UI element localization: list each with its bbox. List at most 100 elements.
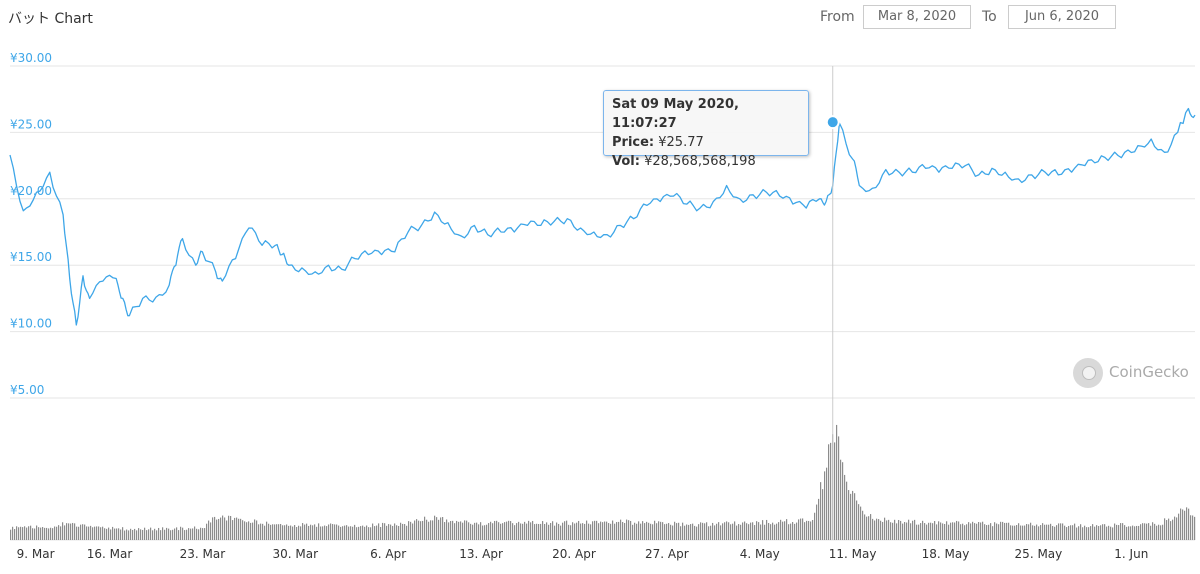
volume-bar [148, 529, 150, 540]
volume-bar [920, 523, 922, 540]
volume-bar [980, 522, 982, 540]
volume-bar [180, 526, 182, 540]
volume-bar [642, 521, 644, 540]
volume-bar [782, 521, 784, 540]
volume-bar [490, 521, 492, 540]
volume-bar [734, 521, 736, 540]
volume-bar [1044, 524, 1046, 540]
volume-bar [32, 528, 34, 540]
volume-bar [1132, 525, 1134, 540]
from-date-input[interactable]: Mar 8, 2020 [863, 5, 971, 29]
from-label: From [820, 9, 855, 25]
to-date-input[interactable]: Jun 6, 2020 [1008, 5, 1116, 29]
volume-bar [336, 524, 338, 540]
volume-bar [428, 521, 430, 540]
volume-bar [1016, 525, 1018, 540]
volume-bar [940, 522, 942, 540]
volume-bar [400, 522, 402, 540]
volume-bar [728, 522, 730, 540]
volume-bar [306, 523, 308, 540]
volume-bar [384, 523, 386, 540]
volume-bar [710, 525, 712, 540]
volume-bar [732, 523, 734, 540]
volume-bar [852, 490, 854, 540]
volume-bar [532, 520, 534, 540]
volume-bar [912, 520, 914, 540]
volume-bar [308, 525, 310, 540]
volume-bar [426, 519, 428, 540]
volume-bar [554, 525, 556, 540]
volume-bar [1126, 526, 1128, 540]
volume-bar [104, 528, 106, 540]
volume-bar [1028, 524, 1030, 540]
volume-bar [744, 521, 746, 540]
volume-bar [436, 517, 438, 540]
volume-bar [368, 527, 370, 540]
y-tick-label: ¥5.00 [10, 383, 44, 397]
volume-bar [620, 519, 622, 540]
volume-bar [668, 523, 670, 540]
volume-bar [240, 518, 242, 540]
volume-bar [1122, 523, 1124, 540]
volume-bar [422, 520, 424, 540]
volume-bar [430, 520, 432, 540]
volume-bar [1160, 525, 1162, 540]
x-tick-label: 4. May [740, 547, 780, 561]
volume-bar [294, 525, 296, 540]
volume-bar [834, 442, 836, 540]
volume-bar [780, 519, 782, 540]
volume-bar [756, 521, 758, 540]
volume-bar [998, 524, 1000, 540]
volume-bar [530, 522, 532, 540]
volume-bar [520, 523, 522, 540]
volume-bar [420, 521, 422, 540]
volume-bar [892, 522, 894, 540]
volume-bar [1070, 525, 1072, 540]
volume-bar [82, 524, 84, 540]
volume-bar [680, 526, 682, 540]
x-tick-label: 16. Mar [87, 547, 133, 561]
volume-bar [310, 524, 312, 540]
volume-bar [1094, 526, 1096, 540]
volume-bar [906, 522, 908, 540]
volume-bar [56, 526, 58, 540]
volume-bar [696, 526, 698, 540]
volume-bar [248, 521, 250, 540]
volume-bar [1156, 525, 1158, 540]
volume-bar [902, 523, 904, 540]
volume-bar [144, 527, 146, 540]
volume-bar [954, 522, 956, 540]
volume-bar [182, 527, 184, 540]
volume-bar [270, 524, 272, 540]
volume-bar [740, 524, 742, 540]
volume-bar [216, 519, 218, 540]
volume-bar [830, 442, 832, 540]
volume-bar [812, 519, 814, 540]
volume-bar [166, 527, 168, 540]
volume-bar [860, 506, 862, 540]
volume-bar [1166, 520, 1168, 540]
volume-bar [638, 521, 640, 540]
volume-bar [424, 516, 426, 540]
volume-bar [260, 523, 262, 540]
price-line [9, 107, 1196, 326]
volume-bar [122, 527, 124, 540]
volume-bar [254, 519, 256, 540]
volume-bar [978, 522, 980, 540]
volume-bar [438, 519, 440, 540]
volume-bar [476, 522, 478, 540]
volume-bar [132, 529, 134, 540]
volume-bar [156, 530, 158, 540]
volume-bar [760, 524, 762, 540]
volume-bar [110, 529, 112, 540]
volume-bar [678, 522, 680, 540]
volume-bar [286, 524, 288, 540]
volume-bar [572, 522, 574, 540]
volume-bar [190, 528, 192, 540]
volume-bar [1034, 525, 1036, 540]
volume-bar [788, 524, 790, 540]
x-tick-label: 30. Mar [273, 547, 319, 561]
volume-bar [330, 523, 332, 540]
volume-bar [548, 524, 550, 540]
